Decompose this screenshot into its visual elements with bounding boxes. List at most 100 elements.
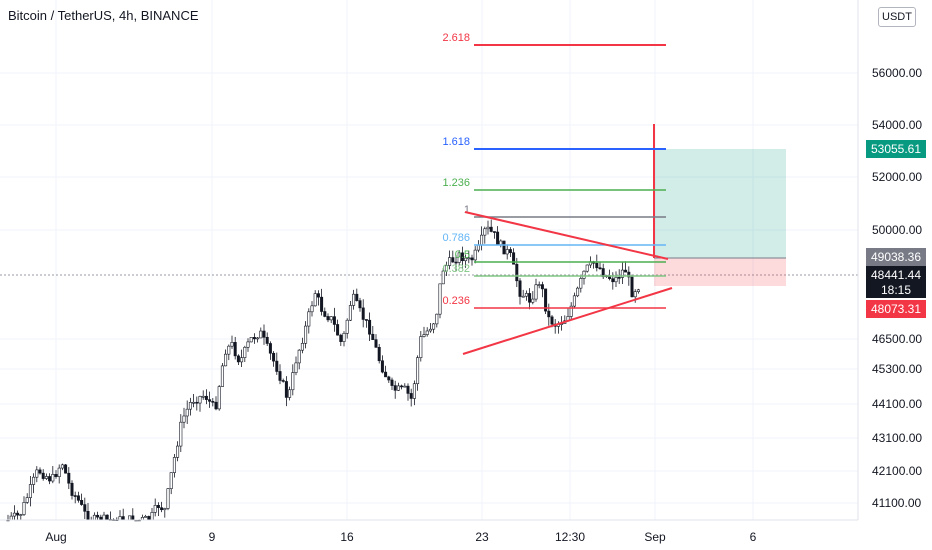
candle-body [201, 395, 205, 398]
price-tick-label: 45300.00 [872, 362, 922, 376]
price-tick-label: 42100.00 [872, 464, 922, 478]
candle-body [320, 296, 324, 312]
candle-body [64, 464, 68, 474]
candle-body [428, 328, 432, 332]
candle-body [281, 380, 285, 382]
candle-body [246, 341, 250, 348]
candle-body [374, 339, 378, 348]
candle-body [179, 421, 183, 447]
candle-body [492, 231, 496, 233]
candle-body [102, 514, 106, 521]
entry-price-badge: 49038.36 [866, 248, 926, 266]
candle-body [265, 336, 269, 344]
candle-body [275, 360, 279, 372]
time-tick-label: 23 [475, 530, 489, 544]
loss-zone [654, 258, 786, 286]
candle-body [294, 362, 298, 373]
candle-body [633, 291, 637, 298]
candle-body [422, 334, 426, 337]
candle-body [364, 319, 368, 321]
candle-body [464, 257, 468, 262]
candle-body [524, 293, 528, 297]
candle-body [496, 231, 500, 245]
candle-body [416, 357, 420, 385]
candle-body [550, 316, 554, 325]
candle-body [598, 267, 602, 270]
candle-body [19, 514, 23, 516]
candle-body [576, 287, 580, 297]
candle-body [406, 385, 410, 394]
candle-body [624, 269, 628, 273]
candle-body [585, 264, 589, 272]
drawings: 2.618 1.618 1.236 1 0.786 0.5 0.382 0.236 [0, 32, 858, 355]
candle-body [432, 323, 436, 330]
currency-button[interactable]: USDT [878, 7, 916, 27]
candle-body [547, 310, 551, 318]
candle-body [614, 277, 618, 283]
candle-body [304, 325, 308, 344]
candle-body [153, 505, 157, 513]
candle-body [48, 476, 52, 482]
price-tick-label: 46500.00 [872, 332, 922, 346]
candle-body [460, 252, 464, 262]
candle-body [521, 295, 525, 298]
candles [6, 219, 640, 522]
candle-body [131, 515, 135, 521]
candle-body [419, 336, 423, 358]
candle-body [316, 293, 320, 298]
profit-zone [654, 149, 786, 258]
candle-body [480, 234, 484, 246]
candle-body [51, 474, 55, 482]
fib-level-label: 1.236 [442, 177, 470, 189]
candle-body [499, 240, 503, 245]
candle-body [262, 330, 266, 338]
candle-body [451, 257, 455, 263]
candle-body [268, 343, 272, 354]
candle-body [412, 383, 416, 399]
candle-body [198, 396, 202, 404]
candle-body [291, 372, 295, 391]
candle-body [627, 271, 631, 278]
time-tick-label: Sep [644, 530, 666, 544]
candle-body [339, 334, 343, 342]
candle-body [128, 515, 132, 521]
candle-body [323, 311, 327, 317]
candle-body [150, 512, 154, 521]
candle-body [92, 514, 96, 521]
candle-body [38, 469, 42, 474]
candle-body [396, 385, 400, 391]
candle-body [329, 316, 333, 321]
candle-body [336, 324, 340, 336]
candle-body [358, 300, 362, 309]
candle-body [540, 284, 544, 290]
candle-body [227, 345, 231, 355]
candle-body [630, 276, 634, 298]
candle-body [240, 357, 244, 363]
candle-body [86, 511, 90, 521]
candle-body [118, 516, 122, 521]
candle-body [230, 342, 234, 347]
candle-body [195, 401, 199, 404]
candle-body [35, 469, 39, 478]
candle-body [147, 516, 151, 521]
candle-body [163, 508, 167, 511]
candle-body [44, 476, 48, 479]
candle-body [409, 393, 413, 399]
candle-body [60, 464, 64, 469]
grid [0, 0, 858, 520]
candle-body [9, 515, 13, 521]
candle-body [105, 514, 109, 520]
price-tick-label: 43100.00 [872, 431, 922, 445]
triangle-upper-line [464, 211, 669, 260]
candle-body [310, 305, 314, 313]
candle-body [467, 257, 471, 260]
candle-body [457, 252, 461, 263]
candle-body [41, 472, 45, 479]
candle-body [185, 408, 189, 417]
candle-body [441, 270, 445, 285]
candle-body [508, 249, 512, 253]
candle-body [368, 319, 372, 335]
candle-body [140, 517, 144, 521]
candle-body [144, 516, 148, 518]
